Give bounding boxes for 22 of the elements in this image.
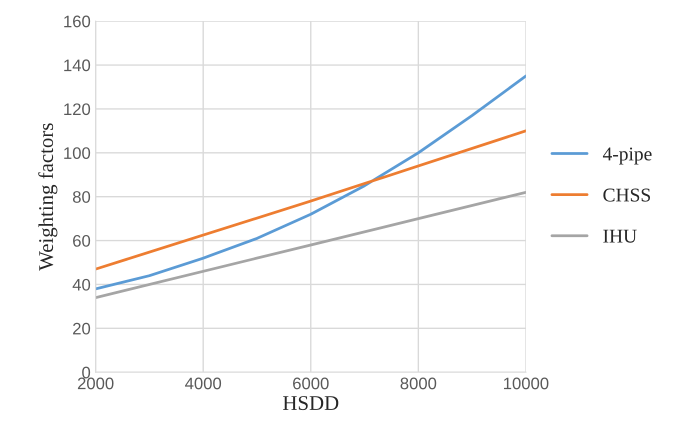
- y-tick-label: 60: [73, 234, 90, 247]
- line-series: [96, 74, 526, 290]
- x-tick-label: 8000: [400, 378, 436, 390]
- x-axis-title: HSDD: [283, 396, 338, 410]
- y-tick-label: 120: [64, 103, 90, 116]
- x-tick-label: 6000: [293, 378, 329, 390]
- y-tick-label: 140: [64, 59, 90, 72]
- y-tick-label: 100: [64, 147, 90, 160]
- legend-label: 4-pipe: [602, 147, 652, 164]
- legend-label: CHSS: [603, 188, 650, 202]
- y-tick-label: 20: [73, 322, 90, 335]
- legend-label: IHU: [603, 230, 637, 243]
- y-tick-label: 80: [72, 191, 90, 203]
- y-tick-label: 160: [64, 16, 90, 28]
- x-tick-label: 10000: [504, 378, 548, 390]
- y-axis-title: Weighting factors: [38, 123, 58, 271]
- line-series: [96, 129, 526, 270]
- line-series: [96, 190, 526, 300]
- y-tick-label: 0: [82, 366, 90, 378]
- x-tick-label: 4000: [185, 378, 222, 390]
- y-tick-label: 40: [72, 278, 90, 291]
- x-tick-label: 2000: [78, 378, 114, 390]
